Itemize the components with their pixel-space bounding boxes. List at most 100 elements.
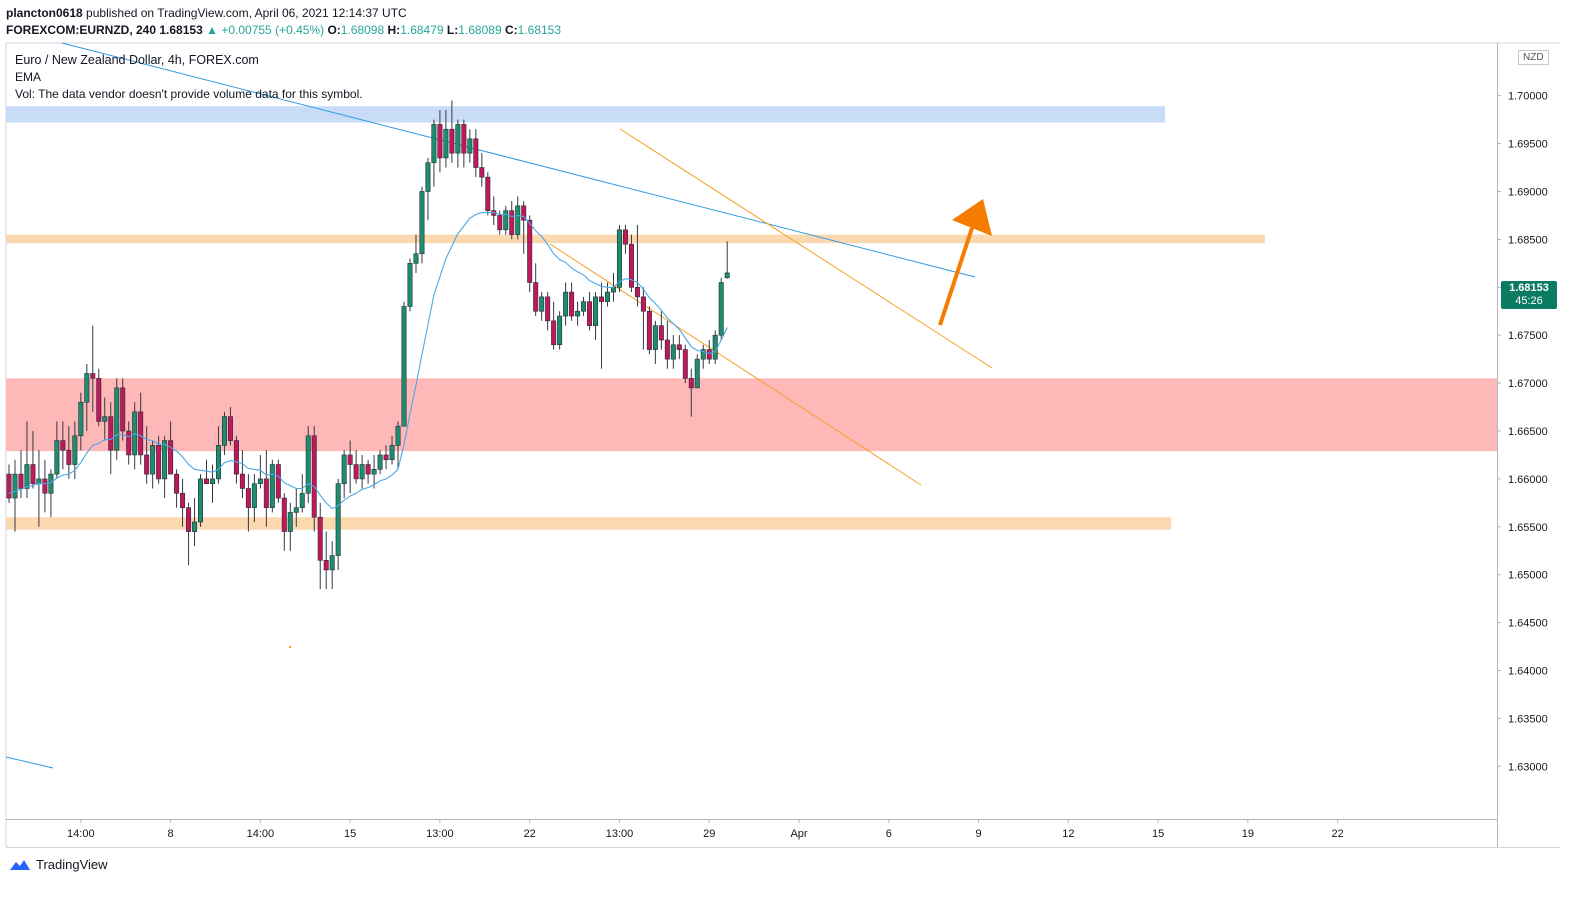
candle-up xyxy=(593,292,599,340)
candle-down xyxy=(437,110,443,173)
candle-down xyxy=(275,459,281,503)
candle-down xyxy=(90,325,96,412)
candle-body xyxy=(652,325,658,350)
candle-body xyxy=(347,454,353,465)
candle-down xyxy=(138,392,144,465)
candle-down xyxy=(551,301,557,350)
candle-body xyxy=(616,229,622,288)
candle-up xyxy=(515,196,521,240)
candle-down xyxy=(628,234,634,293)
candle-body xyxy=(198,478,204,523)
candle-up xyxy=(431,119,437,187)
candle-body xyxy=(383,454,389,461)
resistance-zone-mid xyxy=(6,234,1265,244)
candle-up xyxy=(72,421,78,479)
support-zone xyxy=(6,517,1171,530)
candle-down xyxy=(485,172,491,216)
time-tick-label: 29 xyxy=(703,828,715,840)
candle-down xyxy=(640,287,646,350)
candle-body xyxy=(563,291,569,317)
candle-body xyxy=(628,243,634,288)
candle-up xyxy=(293,488,299,527)
candle-down xyxy=(347,440,353,494)
candle-body xyxy=(341,454,347,484)
candle-down xyxy=(96,368,102,427)
candle-body xyxy=(311,435,317,518)
candle-body xyxy=(180,492,186,508)
candle-body xyxy=(521,205,527,221)
drawings-layer xyxy=(5,42,993,769)
high-value: 1.68479 xyxy=(400,23,444,37)
currency-badge[interactable]: NZD xyxy=(1518,50,1549,65)
candle-down xyxy=(42,459,48,513)
time-tick-label: 13:00 xyxy=(606,828,634,840)
candle-up xyxy=(341,450,347,499)
tradingview-brand[interactable]: TradingView xyxy=(8,857,108,872)
candle-body xyxy=(162,440,168,480)
candle-down xyxy=(658,311,664,350)
close-label: C: xyxy=(504,23,518,37)
brand-label: TradingView xyxy=(36,857,108,872)
candle-up xyxy=(359,454,365,489)
candle-body xyxy=(664,339,670,360)
candle-body xyxy=(640,296,646,312)
time-axis[interactable]: 14:00 8 14:00 15 13:00 22 13:00 29 Apr 6 9 12 15 19 22 xyxy=(67,819,1344,840)
time-tick-label: 8 xyxy=(168,828,174,840)
candle-body xyxy=(150,445,156,475)
candle-body xyxy=(413,253,419,264)
price-tick-label: 1.70000 xyxy=(1508,91,1548,103)
candle-body xyxy=(449,128,455,154)
descending-trendline xyxy=(61,42,976,278)
candle-body xyxy=(610,286,616,293)
candle-up xyxy=(329,541,335,590)
candle-up xyxy=(198,474,204,527)
candle-body xyxy=(156,445,162,480)
last-price-tag: 1.68153 45:26 xyxy=(1501,281,1557,309)
symbol-header: FOREXCOM:EURNZD, 240 1.68153 ▲ +0.00755 … xyxy=(6,23,561,37)
bullish-arrow xyxy=(938,199,992,326)
candle-body xyxy=(646,310,652,350)
candle-down xyxy=(664,320,670,369)
candle-up xyxy=(467,129,473,163)
publisher-name[interactable]: plancton0618 xyxy=(6,6,83,20)
candle-up xyxy=(371,454,377,489)
candle-up xyxy=(78,392,84,451)
candle-body xyxy=(48,473,54,494)
change-up-icon: ▲ xyxy=(206,23,218,37)
legend-vol[interactable]: Vol: The data vendor doesn't provide vol… xyxy=(15,87,363,101)
legend-title[interactable]: Euro / New Zealand Dollar, 4h, FOREX.com xyxy=(15,53,259,67)
price-tick-label: 1.63000 xyxy=(1508,761,1548,773)
candle-body xyxy=(78,401,84,437)
candle-up xyxy=(12,459,18,532)
candle-body xyxy=(329,555,335,571)
candle-up xyxy=(563,282,569,326)
candle-body xyxy=(323,560,329,571)
close-value: 1.68153 xyxy=(517,23,562,37)
price-tick-label: 1.69000 xyxy=(1508,186,1548,198)
candle-body xyxy=(36,478,42,484)
price-axis[interactable]: 1.700001.695001.690001.685001.680001.675… xyxy=(1497,91,1548,774)
candle-body xyxy=(389,445,395,461)
candle-down xyxy=(688,368,694,417)
last-price: 1.68153 xyxy=(159,23,203,37)
symbol-name: FOREXCOM:EURNZD, 240 xyxy=(6,23,157,37)
candle-body xyxy=(233,440,239,475)
legend-ema[interactable]: EMA xyxy=(15,70,42,84)
candle-down xyxy=(317,502,323,590)
candle-body xyxy=(42,478,48,494)
candle-up xyxy=(670,335,676,369)
candle-down xyxy=(144,426,150,484)
candle-down xyxy=(509,201,515,240)
candle-body xyxy=(144,454,150,475)
candle-body xyxy=(467,138,473,154)
candle-body xyxy=(670,344,676,360)
time-tick-label: Apr xyxy=(790,828,807,840)
candle-down xyxy=(66,426,72,479)
candle-body xyxy=(443,128,449,159)
candle-body xyxy=(305,435,311,494)
candle-body xyxy=(257,478,263,484)
candle-body xyxy=(604,291,610,302)
candle-body xyxy=(706,349,712,360)
candle-down xyxy=(479,153,485,187)
